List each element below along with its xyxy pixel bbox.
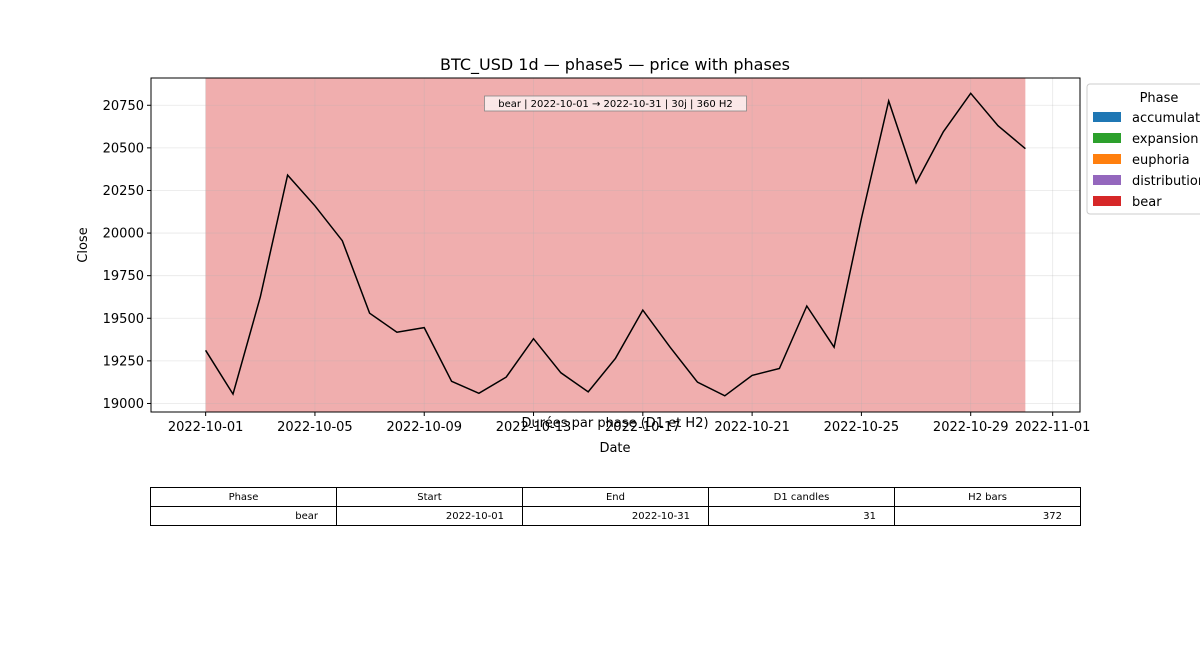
y-tick-label: 19250 [103, 354, 144, 369]
table-cell: bear [150, 506, 337, 526]
x-axis-label: Date [599, 441, 630, 456]
table-header: H2 bars [894, 487, 1081, 507]
x-tick-label: 2022-10-29 [933, 420, 1009, 435]
x-axis: 2022-10-01 2022-10-05 2022-10-09 2022-10-13… [168, 412, 1091, 435]
x-tick-label: 2022-10-25 [824, 420, 900, 435]
phase-span-bear [205, 78, 1026, 412]
legend-label: euphoria [1132, 153, 1190, 168]
legend-label: expansion [1132, 132, 1199, 147]
y-tick-label: 20750 [103, 99, 144, 114]
table-title: Durées par phase (D1 et H2) [521, 416, 708, 431]
y-axis-label: Close [76, 227, 91, 262]
legend-swatch [1093, 133, 1121, 143]
table-header: End [522, 487, 709, 507]
legend-swatch [1093, 154, 1121, 164]
phase-duration-table: Phase Start End D1 candles H2 bars bear … [150, 487, 1081, 526]
y-tick-label: 20000 [103, 227, 144, 242]
price-line [204, 92, 1026, 397]
legend-label: bear [1132, 195, 1162, 210]
x-tick-label: 2022-10-05 [277, 420, 353, 435]
legend-swatch [1093, 175, 1121, 185]
legend: Phase accumulation expansion euphoria distr… [1086, 83, 1200, 215]
x-tick-label: 2022-11-01 [1015, 420, 1091, 435]
table-cell: 2022-10-01 [336, 506, 523, 526]
table-header: Phase [150, 487, 337, 507]
legend-label: accumulation [1132, 111, 1200, 126]
legend-swatch [1093, 112, 1121, 122]
x-tick-label: 2022-10-13 [496, 420, 572, 435]
legend-entries: accumulation expansion euphoria distributio… [1093, 111, 1200, 210]
y-tick-label: 20250 [103, 184, 144, 199]
y-tick-label: 19000 [103, 397, 144, 412]
chart-title: BTC_USD 1d — phase5 — price with phases [440, 55, 790, 75]
legend-title: Phase [1140, 91, 1179, 106]
x-tick-label: 2022-10-17 [605, 420, 681, 435]
y-axis: 19000 19250 19500 19750 20000 20250 20500 20750 [103, 99, 151, 412]
legend-swatch [1093, 196, 1121, 206]
table-header-row: Phase Start End D1 candles H2 bars [150, 487, 1081, 507]
x-tick-label: 2022-10-21 [714, 420, 790, 435]
phase-annotation: bear | 2022-10-01 → 2022-10-31 | 30j | 3… [484, 95, 747, 112]
table-cell: 372 [894, 506, 1081, 526]
annotation-text: bear | 2022-10-01 → 2022-10-31 | 30j | 3… [498, 99, 733, 110]
x-tick-label: 2022-10-01 [168, 420, 244, 435]
table-header: Start [336, 487, 523, 507]
legend-label: distribution [1132, 174, 1200, 189]
plot-frame [150, 77, 1081, 413]
y-tick-label: 20500 [103, 141, 144, 156]
table-cell: 2022-10-31 [522, 506, 709, 526]
table-row: bear 2022-10-01 2022-10-31 31 372 [150, 506, 1081, 526]
y-tick-label: 19500 [103, 312, 144, 327]
annotation-box [484, 95, 747, 112]
y-tick-label: 19750 [103, 269, 144, 284]
table-header: D1 candles [708, 487, 895, 507]
table-cell: 31 [708, 506, 895, 526]
x-tick-label: 2022-10-09 [386, 420, 462, 435]
